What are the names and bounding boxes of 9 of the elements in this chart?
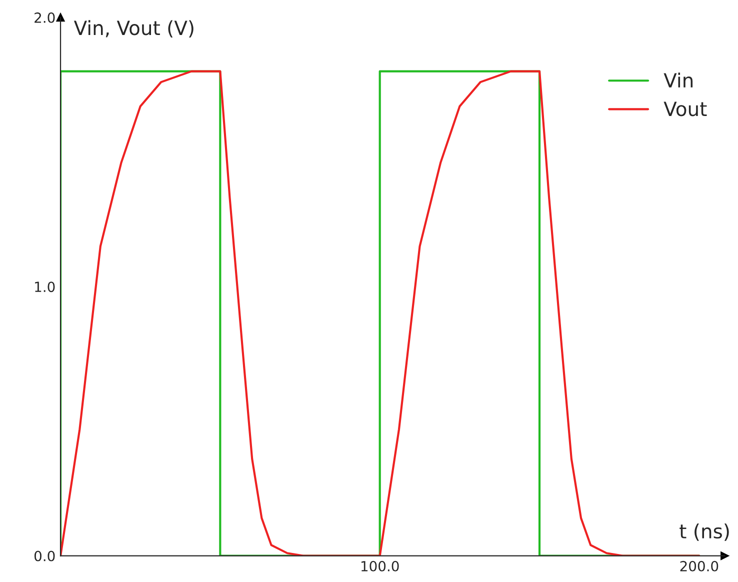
y-tick-label: 0.0 xyxy=(34,550,55,562)
legend-label: Vin xyxy=(664,72,693,88)
x-tick-label: 200.0 xyxy=(680,560,718,572)
y-tick-label: 1.0 xyxy=(35,282,55,292)
y-axis-title: Vin, Vout (V) xyxy=(74,20,194,38)
x-axis-title: t (ns) xyxy=(680,524,729,541)
legend-label: Vout xyxy=(664,102,707,116)
y-tick-label: 2.0 xyxy=(34,12,55,23)
x-tick-label: 100.0 xyxy=(361,560,399,572)
